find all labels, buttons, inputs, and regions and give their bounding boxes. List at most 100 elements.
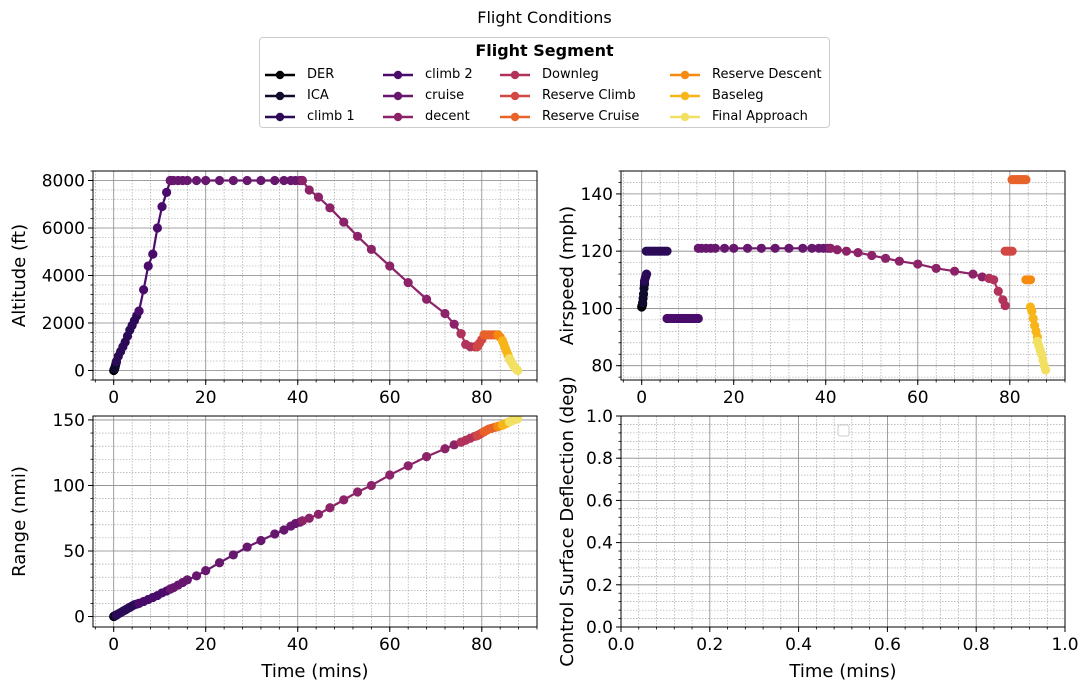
data-point	[297, 516, 307, 526]
series-reserve-descent	[1021, 275, 1036, 285]
data-point	[894, 256, 904, 266]
data-point	[841, 246, 852, 256]
figure-title: Flight Conditions	[477, 8, 612, 27]
series-decent	[825, 243, 994, 283]
data-point	[242, 175, 252, 186]
series-cruise	[165, 175, 307, 186]
data-point	[162, 187, 172, 197]
data-point	[279, 525, 289, 535]
data-area	[109, 416, 523, 622]
data-area	[637, 174, 1051, 375]
data-point	[366, 244, 376, 254]
series-downleg	[984, 273, 1010, 311]
data-point	[1041, 365, 1051, 375]
empty-legend-box	[837, 424, 850, 437]
series-climb-2	[662, 313, 703, 324]
y-tick-label: 150	[53, 411, 85, 431]
data-point	[242, 542, 252, 552]
data-point	[770, 243, 780, 253]
legend-marker	[265, 91, 295, 101]
legend-label: Reserve Cruise	[542, 109, 640, 124]
y-tick-label: 0.8	[586, 449, 613, 469]
x-tick-label: 0.2	[696, 635, 723, 655]
legend-label: Downleg	[542, 67, 599, 82]
grid	[90, 416, 538, 630]
data-point	[304, 185, 314, 195]
series-climb-1	[639, 269, 652, 286]
series-climb-1	[641, 246, 672, 256]
x-axis-label: Time (mins)	[788, 661, 896, 682]
data-area	[109, 175, 523, 376]
data-point	[977, 272, 987, 282]
data-point	[719, 243, 730, 253]
data-point	[403, 461, 413, 471]
data-point	[385, 261, 395, 271]
x-tick-label: 60	[379, 388, 401, 408]
data-point	[352, 487, 363, 497]
data-point	[867, 250, 877, 261]
x-tick-label: 40	[287, 388, 309, 408]
legend-marker	[383, 70, 413, 80]
subplot-range: 0 20 40 60 80 0 50 100 150 Range (nmi) Time (mins)	[9, 411, 538, 682]
series-cruise	[693, 243, 835, 253]
x-tick-label: 0.4	[785, 635, 812, 655]
data-point	[1007, 246, 1017, 256]
data-point	[449, 319, 459, 329]
data-point	[279, 175, 289, 186]
data-point	[339, 495, 349, 505]
series-reserve-cruise	[1007, 174, 1031, 185]
x-tick-label: 20	[195, 388, 217, 408]
data-point	[931, 263, 941, 273]
data-point	[325, 503, 335, 513]
legend-label: DER	[307, 67, 335, 82]
data-point	[968, 269, 978, 279]
x-tick-label: 40	[815, 388, 837, 408]
y-tick-label: 0.0	[586, 618, 613, 638]
legend: Flight Segment DER ICA climb 1 climb 2 cruis…	[259, 37, 830, 128]
legend-marker	[383, 112, 413, 122]
data-point	[440, 308, 450, 319]
x-tick-label: 0	[108, 635, 119, 655]
data-point	[513, 365, 523, 376]
data-point	[352, 231, 363, 241]
y-axis-label: Range (nmi)	[9, 466, 30, 577]
data-point	[913, 259, 923, 269]
data-point	[182, 575, 192, 585]
data-point	[1025, 275, 1036, 285]
series-final-approach	[504, 354, 523, 376]
x-tick-label: 0	[108, 388, 119, 408]
legend-label: Reserve Descent	[712, 67, 822, 82]
data-point	[513, 416, 523, 424]
grid	[618, 170, 1066, 383]
x-tick-label: 80	[471, 635, 493, 655]
subplot-control_surface: 0.0 0.2 0.4 0.6 0.8 1.0 0.0 0.2 0.4 0.6 0.8 1.0 Cont…	[557, 376, 1079, 682]
data-point	[825, 243, 835, 253]
y-tick-label: 6000	[42, 219, 85, 239]
data-point	[421, 294, 432, 304]
data-point	[729, 243, 739, 253]
data-point	[256, 535, 266, 546]
y-tick-label: 8000	[42, 172, 85, 192]
axes-frame	[620, 170, 1066, 381]
data-point	[1028, 313, 1038, 324]
x-tick-label: 1.0	[1051, 635, 1078, 655]
y-tick-label: 0	[74, 608, 85, 628]
legend-marker	[265, 112, 295, 122]
data-point	[1027, 306, 1037, 316]
legend-marker	[500, 112, 530, 122]
data-point	[339, 217, 349, 227]
legend-title: Flight Segment	[475, 41, 614, 60]
data-point	[134, 306, 144, 316]
x-tick-label: 20	[195, 635, 217, 655]
series-decent	[297, 437, 466, 526]
data-point	[798, 243, 808, 253]
data-point	[1021, 174, 1031, 185]
y-tick-label: 4000	[42, 267, 85, 287]
data-point	[456, 329, 466, 339]
legend-label: cruise	[425, 88, 465, 103]
data-point	[949, 266, 960, 276]
legend-marker	[670, 112, 700, 122]
data-point	[191, 175, 202, 186]
x-tick-label: 80	[999, 388, 1021, 408]
